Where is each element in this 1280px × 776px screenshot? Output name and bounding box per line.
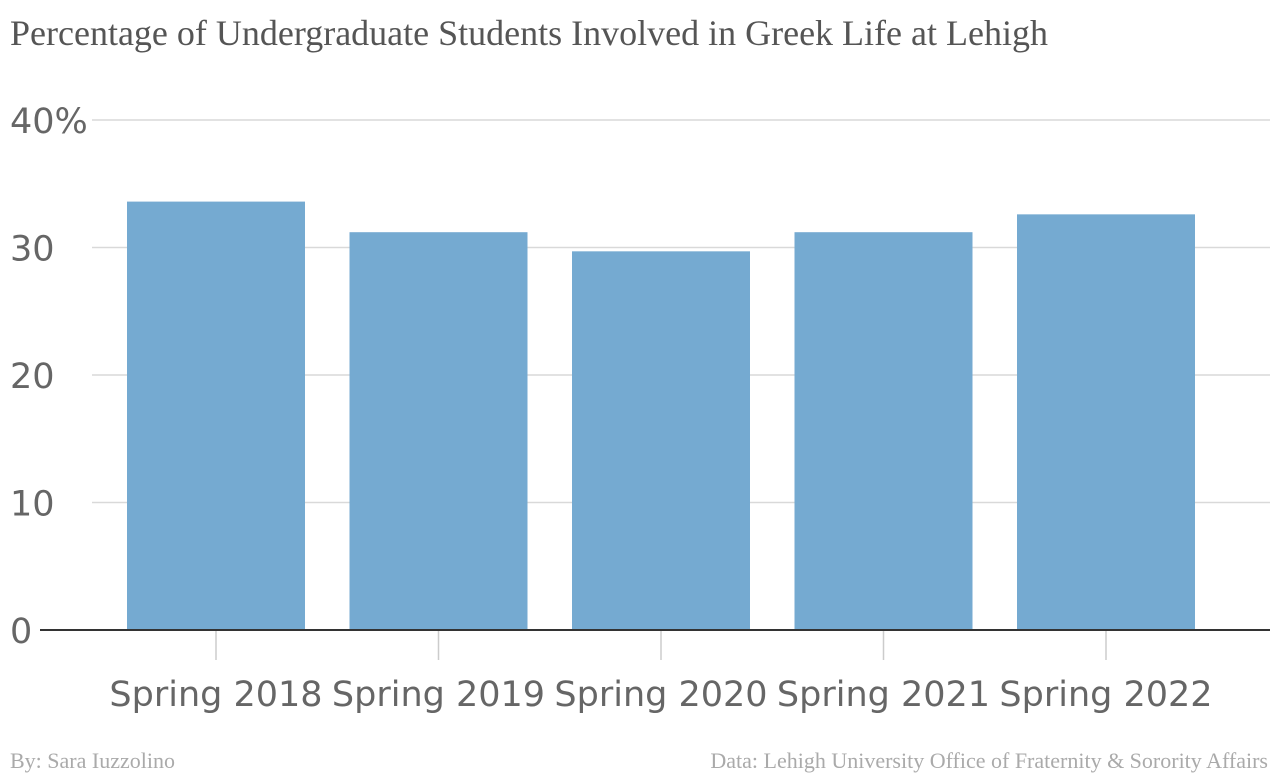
bars <box>127 201 1195 630</box>
x-tick-label: Spring 2020 <box>554 675 767 715</box>
x-tick-label: Spring 2021 <box>777 675 990 715</box>
x-tick-label: Spring 2022 <box>999 675 1212 715</box>
y-tick-label: 10 <box>10 485 55 525</box>
bar <box>1017 214 1195 630</box>
y-tick-label: 20 <box>10 357 55 397</box>
bar <box>572 251 750 630</box>
y-tick-label: 40% <box>10 102 88 142</box>
byline: By: Sara Iuzzolino <box>10 748 175 773</box>
x-tick-label: Spring 2018 <box>109 675 322 715</box>
bar <box>127 201 305 630</box>
bar <box>794 232 973 630</box>
bar <box>349 232 528 630</box>
x-tick-label: Spring 2019 <box>332 675 545 715</box>
data-source: Data: Lehigh University Office of Frater… <box>710 748 1268 773</box>
y-tick-label: 0 <box>10 612 32 652</box>
y-tick-label: 30 <box>10 230 55 270</box>
x-axis <box>40 629 1270 660</box>
chart-title: Percentage of Undergraduate Students Inv… <box>10 13 1048 53</box>
